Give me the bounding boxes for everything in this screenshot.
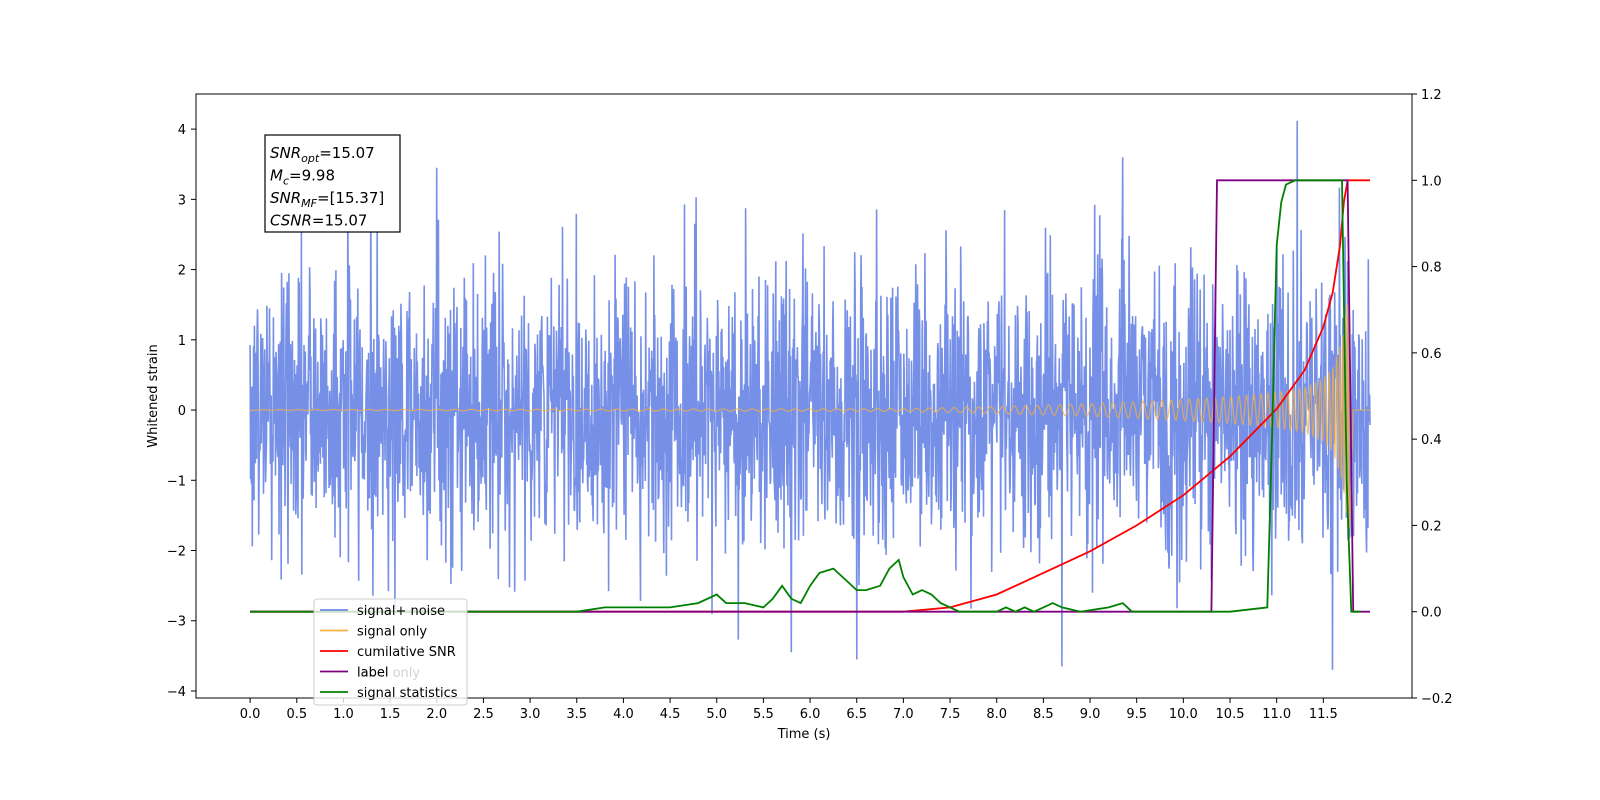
x-tick-label: 1.0: [333, 707, 354, 722]
y2-tick-label: 0.0: [1421, 606, 1442, 621]
legend-label: signal statistics: [357, 686, 458, 701]
x-tick-label: 2.5: [473, 707, 494, 722]
x-tick-label: 6.0: [800, 707, 821, 722]
annotation-symbol: M: [270, 167, 283, 185]
x-tick-label: 6.5: [846, 707, 867, 722]
annotation-subscript: MF: [301, 197, 317, 210]
annotation-box: [264, 134, 401, 233]
x-tick-label: 1.5: [380, 707, 401, 722]
x-tick-label: 5.0: [706, 707, 727, 722]
signal-only-line: [250, 291, 1370, 528]
x-tick-label: 8.0: [986, 707, 1007, 722]
x-tick-label: 11.0: [1262, 707, 1291, 722]
annotation-csnr: CSNR=15.07: [270, 212, 367, 230]
x-tick-label: 9.0: [1080, 707, 1101, 722]
x-tick-label: 0.5: [286, 707, 307, 722]
legend: label only signal+ noise signal only cumila…: [313, 598, 468, 706]
signal-only-series: [250, 291, 1370, 528]
annotation-snr-mf: SNRMF=[15.37]: [270, 189, 384, 210]
annotation-snr-opt: SNRopt=15.07: [270, 144, 375, 165]
legend-label: cumilative SNR: [357, 645, 456, 660]
signal-noise-series: [249, 120, 1371, 670]
x-tick-label: 10.0: [1169, 707, 1198, 722]
annotation-value: =[15.37]: [317, 189, 384, 207]
annotation-value: =9.98: [289, 167, 335, 185]
signal-statistics-line: [250, 179, 1361, 613]
x-tick-label: 4.5: [660, 707, 681, 722]
x-tick-label: 11.5: [1309, 707, 1338, 722]
y-tick-label: 4: [178, 123, 186, 138]
legend-label: signal+ noise: [357, 604, 445, 619]
x-tick-label: 3.5: [566, 707, 587, 722]
stats-annotation-box: SNRopt=15.07Mc=9.98SNRMF=[15.37]CSNR=15.…: [264, 134, 401, 233]
y2-tick-label: 0.2: [1421, 519, 1442, 534]
y-tick-label: 2: [178, 264, 186, 279]
x-tick-label: 8.5: [1033, 707, 1054, 722]
y-axis-label: Whitened strain: [146, 344, 161, 447]
x-tick-label: 3.0: [520, 707, 541, 722]
plot-frame: [195, 93, 1413, 699]
x-tick-label: 7.5: [940, 707, 961, 722]
x-tick-label: 9.5: [1126, 707, 1147, 722]
y-tick-label: −2: [167, 545, 186, 560]
annotation-subscript: c: [283, 175, 289, 188]
x-axis-label: Time (s): [777, 727, 831, 742]
x-tick-label: 4.0: [613, 707, 634, 722]
legend-label: signal only: [357, 625, 427, 640]
y2-tick-label: 0.6: [1421, 347, 1442, 362]
y-tick-label: 1: [178, 334, 186, 349]
annotation-symbol: SNR: [270, 144, 301, 162]
y-tick-label: −3: [167, 615, 186, 630]
legend-label: label: [357, 666, 388, 681]
y2-tick-label: 1.0: [1421, 174, 1442, 189]
annotation-mc: Mc=9.98: [270, 167, 335, 188]
x-tick-label: 5.5: [753, 707, 774, 722]
x-axis-ticks: 0.0 0.5 1.0 1.5 2.0 2.5 3.0 3.5 4.0 4.5 5.0 5.5 6.0 6…: [240, 698, 1338, 722]
y-tick-label: 3: [178, 193, 186, 208]
y2-axis-ticks: 1.2 1.0 0.8 0.6 0.4 0.2 0.0 −0.2: [1412, 88, 1453, 707]
cumilative-snr-line: [250, 179, 1370, 613]
right-axis-series: [250, 179, 1370, 613]
y-tick-label: 0: [178, 404, 186, 419]
y2-tick-label: 0.4: [1421, 433, 1442, 448]
y2-tick-label: −0.2: [1421, 692, 1453, 707]
x-tick-label: 0.0: [240, 707, 261, 722]
y2-tick-label: 0.8: [1421, 261, 1442, 276]
signal-noise-line: [249, 120, 1371, 670]
legend-box: [313, 598, 468, 706]
annotation-subscript: opt: [301, 152, 320, 165]
annotation-value: =15.07: [312, 212, 368, 230]
legend-hidden-label: label only: [357, 666, 420, 681]
y-tick-label: −1: [167, 474, 186, 489]
y2-tick-label: 1.2: [1421, 88, 1442, 103]
y-tick-label: −4: [167, 685, 186, 700]
x-tick-label: 7.0: [893, 707, 914, 722]
annotation-symbol: SNR: [270, 189, 301, 207]
x-tick-label: 2.0: [426, 707, 447, 722]
y-axis-ticks: 4 3 2 1 0 −1 −2 −3 −4: [167, 123, 196, 700]
annotation-value: =15.07: [319, 144, 375, 162]
x-tick-label: 10.5: [1216, 707, 1245, 722]
annotation-symbol: CSNR: [270, 212, 312, 230]
